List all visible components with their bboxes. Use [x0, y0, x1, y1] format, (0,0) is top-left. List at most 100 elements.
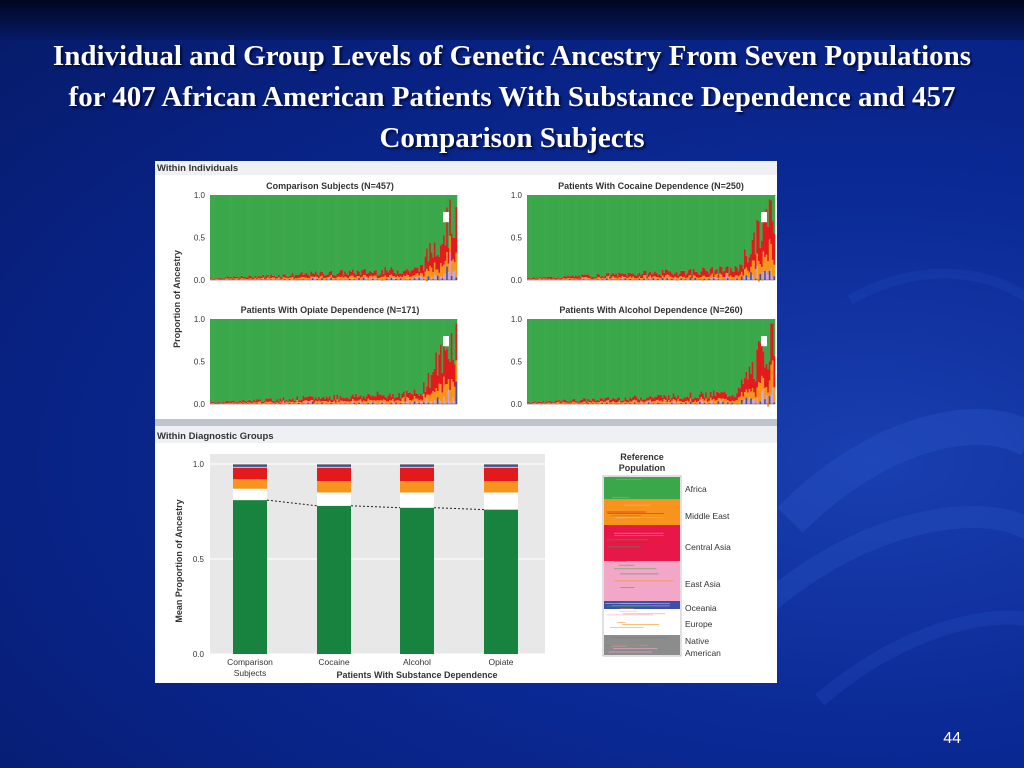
central-asia-bar: [409, 392, 411, 401]
africa-bar: [322, 319, 325, 397]
middle-east-bar: [584, 277, 587, 279]
middle-east-bar: [571, 401, 574, 404]
middle-east-bar: [365, 401, 368, 405]
other-ancestry-bar: [554, 279, 557, 280]
middle-east-bar: [401, 277, 404, 279]
middle-east-bar: [745, 389, 748, 398]
middle-east-bar: [612, 276, 615, 279]
central-asia-bar: [599, 276, 602, 279]
other-ancestry-bar: [362, 277, 365, 280]
middle-east-bar: [356, 276, 359, 279]
central-asia-bar: [418, 271, 421, 276]
central-asia-bar: [254, 401, 257, 403]
bar-segment-africa: [317, 505, 351, 654]
middle-east-bar: [362, 275, 365, 278]
africa-bar: [449, 195, 452, 200]
central-asia-bar: [308, 395, 311, 402]
other-ancestry-bar: [593, 403, 596, 404]
central-asia-bar: [753, 232, 756, 261]
africa-bar: [392, 319, 394, 394]
other-ancestry-bar: [290, 403, 293, 404]
middle-east-bar: [733, 277, 735, 280]
central-asia-bar: [630, 273, 633, 278]
middle-east-bar: [587, 278, 590, 281]
africa-bar: [745, 195, 748, 256]
central-asia-bar: [372, 395, 374, 401]
africa-bar: [433, 319, 436, 370]
legend-swatch: [604, 609, 680, 635]
middle-east-bar: [683, 401, 686, 404]
central-asia-bar: [699, 275, 701, 278]
africa-bar: [279, 195, 282, 278]
other-ancestry-bar: [276, 279, 279, 280]
africa-bar: [669, 319, 672, 400]
other-ancestry-bar: [677, 279, 680, 280]
middle-east-bar: [404, 401, 407, 404]
africa-bar: [276, 319, 279, 400]
bar-segment-europe: [317, 492, 351, 506]
central-asia-bar: [316, 274, 319, 278]
africa-bar: [308, 319, 311, 396]
middle-east-bar: [406, 397, 408, 402]
middle-east-bar: [568, 278, 571, 279]
middle-east-bar: [711, 399, 714, 402]
africa-bar: [655, 319, 658, 397]
central-asia-bar: [649, 271, 652, 276]
other-ancestry-bar: [643, 278, 646, 280]
central-asia-bar: [210, 278, 212, 280]
middle-east-bar: [307, 401, 310, 403]
middle-east-bar: [310, 276, 313, 279]
africa-bar: [581, 195, 584, 275]
other-ancestry-bar: [700, 400, 703, 404]
africa-bar: [567, 319, 570, 402]
panel-title: Patients With Alcohol Dependence (N=260): [559, 305, 742, 315]
other-ancestry-bar: [267, 278, 269, 280]
central-asia-bar: [350, 271, 353, 276]
africa-bar: [415, 319, 418, 394]
africa-bar: [274, 319, 277, 402]
middle-east-bar: [290, 277, 293, 280]
africa-bar: [649, 319, 652, 396]
africa-bar: [621, 195, 624, 274]
central-asia-bar: [773, 355, 776, 388]
middle-east-bar: [751, 387, 754, 400]
middle-east-bar: [757, 382, 760, 402]
africa-bar: [691, 319, 694, 399]
middle-east-bar: [446, 251, 449, 267]
other-ancestry-bar: [767, 274, 770, 280]
other-ancestry-bar: [338, 403, 340, 404]
africa-bar: [395, 319, 398, 398]
central-asia-bar: [220, 278, 223, 280]
middle-east-bar: [584, 401, 587, 404]
other-ancestry-bar: [372, 402, 374, 404]
africa-bar: [240, 195, 243, 276]
middle-east-bar: [686, 400, 689, 404]
africa-bar: [654, 319, 656, 398]
other-ancestry-bar: [429, 401, 432, 404]
other-ancestry-bar: [424, 401, 427, 404]
africa-bar: [372, 195, 374, 274]
middle-east-bar: [709, 275, 712, 279]
africa-bar: [421, 195, 424, 266]
central-asia-bar: [297, 275, 300, 278]
africa-bar: [253, 319, 256, 400]
other-ancestry-bar: [407, 278, 410, 280]
africa-bar: [281, 319, 283, 401]
africa-bar: [304, 195, 307, 275]
other-ancestry-bar: [443, 396, 445, 404]
middle-east-bar: [672, 278, 675, 280]
other-ancestry-bar: [313, 278, 316, 280]
africa-bar: [756, 195, 759, 220]
central-asia-bar: [237, 277, 240, 279]
africa-bar: [533, 195, 536, 278]
other-ancestry-bar: [416, 402, 419, 404]
middle-east-bar: [262, 277, 265, 279]
middle-east-bar: [699, 399, 701, 402]
africa-bar: [288, 195, 291, 276]
other-ancestry-bar: [711, 278, 714, 280]
middle-east-bar: [682, 277, 684, 280]
africa-bar: [672, 319, 675, 394]
middle-east-bar: [745, 267, 748, 276]
central-asia-bar: [678, 273, 681, 277]
middle-east-bar: [302, 277, 305, 280]
